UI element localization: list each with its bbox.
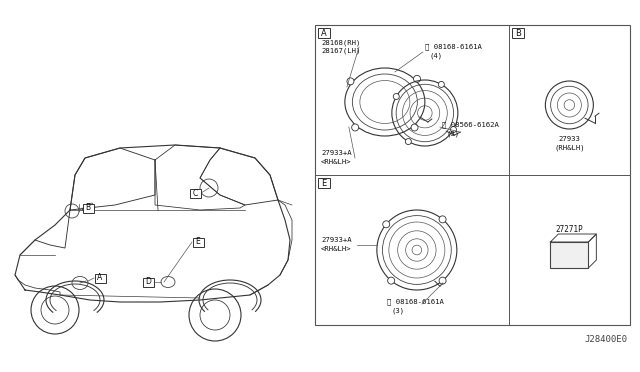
Text: (3): (3) bbox=[447, 131, 460, 137]
Circle shape bbox=[411, 124, 418, 131]
Circle shape bbox=[388, 277, 395, 284]
Text: (RH&LH): (RH&LH) bbox=[554, 145, 585, 151]
Text: A: A bbox=[321, 29, 327, 38]
Bar bbox=[315, 25, 630, 325]
Bar bbox=[143, 278, 154, 286]
Text: 28168(RH): 28168(RH) bbox=[321, 40, 360, 46]
Text: Ⓢ 08168-6161A: Ⓢ 08168-6161A bbox=[425, 44, 482, 50]
Circle shape bbox=[439, 277, 446, 284]
Text: Ⓢ 08566-6162A: Ⓢ 08566-6162A bbox=[442, 122, 499, 128]
Text: 27271P: 27271P bbox=[556, 225, 583, 234]
Text: Ⓢ 08168-6161A: Ⓢ 08168-6161A bbox=[387, 299, 444, 305]
Circle shape bbox=[347, 78, 354, 85]
Text: (3): (3) bbox=[392, 308, 405, 314]
Text: E: E bbox=[321, 179, 326, 187]
Circle shape bbox=[394, 93, 399, 99]
Text: (4): (4) bbox=[430, 53, 443, 59]
Bar bbox=[83, 203, 93, 212]
Bar bbox=[193, 237, 204, 247]
Bar bbox=[512, 28, 524, 38]
Bar bbox=[189, 189, 200, 198]
Text: E: E bbox=[196, 237, 200, 247]
Text: B: B bbox=[515, 29, 521, 38]
Text: <RH&LH>: <RH&LH> bbox=[321, 159, 351, 165]
Circle shape bbox=[439, 216, 446, 223]
Circle shape bbox=[451, 126, 456, 132]
Text: 28167(LH): 28167(LH) bbox=[321, 48, 360, 54]
Circle shape bbox=[405, 139, 412, 145]
Text: A: A bbox=[97, 273, 102, 282]
Text: J28400E0: J28400E0 bbox=[584, 334, 627, 343]
Text: 27933+A: 27933+A bbox=[321, 150, 351, 156]
Text: <RH&LH>: <RH&LH> bbox=[321, 246, 351, 252]
Text: B: B bbox=[85, 203, 91, 212]
Circle shape bbox=[438, 81, 444, 87]
Bar bbox=[318, 178, 330, 188]
Bar bbox=[95, 273, 106, 282]
Text: 27933+A: 27933+A bbox=[321, 237, 351, 243]
Circle shape bbox=[413, 76, 420, 82]
Text: 27933: 27933 bbox=[559, 136, 580, 142]
Circle shape bbox=[383, 221, 390, 228]
Text: C: C bbox=[193, 189, 198, 198]
Bar bbox=[318, 28, 330, 38]
Bar bbox=[550, 242, 588, 268]
Circle shape bbox=[351, 124, 358, 131]
Text: D: D bbox=[145, 278, 151, 286]
